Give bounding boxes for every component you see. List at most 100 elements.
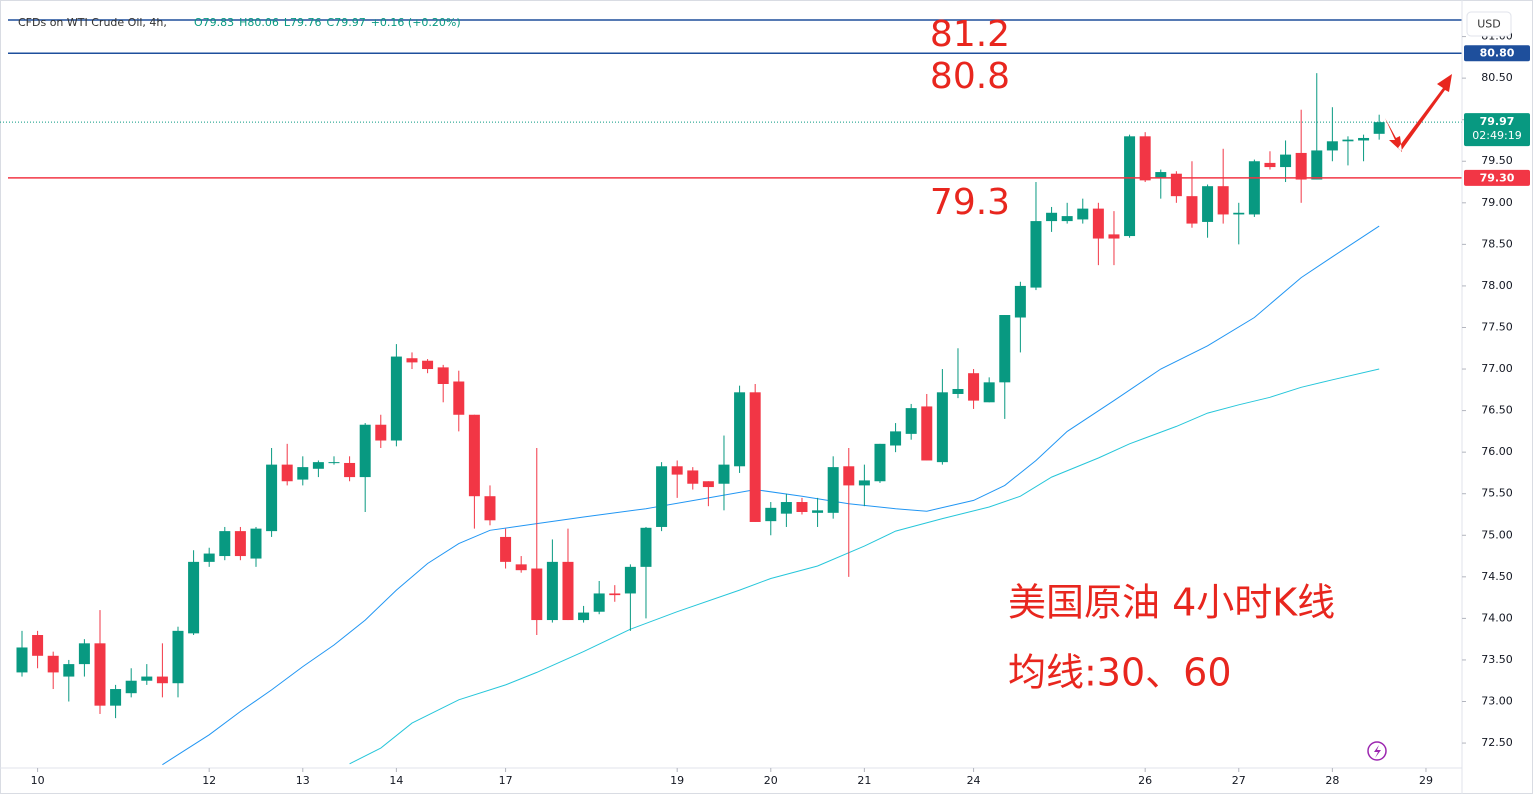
last-price-label: 79.97 [1480, 115, 1515, 128]
candle-body [94, 643, 106, 706]
candle-body [422, 360, 434, 370]
currency-button[interactable] [1466, 11, 1512, 37]
x-tick-label: 28 [1325, 774, 1339, 787]
candle-body [749, 392, 761, 522]
candle-body [328, 462, 340, 464]
moving-average [162, 225, 1380, 766]
header-value: L79.76 [284, 16, 322, 29]
candle-body [1186, 196, 1198, 224]
candle-body [1373, 122, 1385, 134]
x-tick-label: 26 [1138, 774, 1152, 787]
candle-body [437, 367, 449, 384]
annotation: 均线:30、60 [1008, 651, 1232, 695]
candle-body [1342, 139, 1354, 142]
candle-body [624, 566, 636, 594]
axes: 72.50 73.00 73.50 74.00 74.50 75.00 75.50 76.00… [31, 30, 1530, 787]
candle-body [1014, 285, 1026, 318]
y-tick-label: 77.00 [1481, 362, 1513, 375]
candle-body [344, 462, 356, 478]
candle-body [141, 676, 153, 681]
x-tick-label: 27 [1232, 774, 1246, 787]
y-tick-label: 77.50 [1481, 320, 1513, 333]
x-tick-label: 21 [857, 774, 871, 787]
candle-body [1295, 152, 1307, 180]
candle-body [1030, 221, 1042, 288]
candle-body [297, 467, 309, 480]
candle-body [671, 466, 683, 475]
x-tick-label: 20 [764, 774, 778, 787]
candle-body [796, 502, 808, 512]
level-tag-label: 80.80 [1480, 47, 1515, 60]
y-tick-label: 75.50 [1481, 487, 1513, 500]
candle-body [640, 527, 652, 567]
candle-body [110, 689, 122, 706]
candle-body [812, 510, 824, 513]
symbol-title: CFDs on WTI Crude Oil, 4h, [18, 16, 167, 29]
y-tick-label: 73.00 [1481, 695, 1513, 708]
candle-body [1077, 208, 1089, 220]
lightning-glyph [1374, 745, 1381, 758]
candle-body [1264, 162, 1276, 168]
candle-body [172, 630, 184, 684]
candle-body [1280, 154, 1292, 168]
header-value: C79.97 [327, 16, 366, 29]
candle-body [219, 531, 231, 557]
candle-body [1170, 173, 1182, 197]
x-tick-label: 24 [967, 774, 981, 787]
level-tag [1464, 169, 1530, 186]
y-tick-label: 80.50 [1481, 71, 1513, 84]
candle-body [1124, 136, 1136, 237]
candle-body [687, 470, 699, 484]
candle-body [656, 466, 668, 527]
candle-body [983, 382, 995, 403]
annotation: 美国原油 4小时K线 [1008, 581, 1335, 625]
currency-label: USD [1477, 18, 1501, 31]
candle-body [1139, 136, 1151, 181]
x-tick-label: 19 [670, 774, 684, 787]
candle-body [952, 388, 964, 394]
candle-body [406, 358, 418, 363]
candle-body [718, 464, 730, 484]
y-tick-label: 75.00 [1481, 528, 1513, 541]
level-tag-label: 79.30 [1480, 171, 1515, 184]
y-tick-label: 79.50 [1481, 154, 1513, 167]
candle-body [1108, 234, 1120, 239]
candle-body [843, 466, 855, 486]
lightning-icon[interactable] [1367, 741, 1387, 761]
header-values: O79.83 H80.06 L79.76 C79.97 +0.16 (+0.20%) [194, 16, 461, 29]
candle-body [234, 531, 246, 557]
candle-body [281, 464, 293, 482]
candle-body [266, 464, 278, 532]
candle-body [1061, 216, 1073, 222]
arrow [1385, 74, 1452, 152]
candle-body [453, 381, 465, 415]
candle-body [905, 408, 917, 434]
candle-body [312, 462, 324, 469]
header-value: H80.06 [239, 16, 279, 29]
candle-body [936, 392, 948, 463]
candle-body [1202, 186, 1214, 222]
x-tick-label: 12 [202, 774, 216, 787]
candle-body [125, 680, 137, 694]
y-tick-label: 79.00 [1481, 196, 1513, 209]
candle-body [858, 480, 870, 486]
y-tick-label: 74.00 [1481, 611, 1513, 624]
candle-body [1311, 150, 1323, 180]
candle-body [890, 431, 902, 446]
candle-body [562, 561, 574, 621]
y-tick-label: 74.50 [1481, 570, 1513, 583]
y-tick-label: 76.00 [1481, 445, 1513, 458]
candle-body [1155, 172, 1167, 178]
y-tick-label: 73.50 [1481, 653, 1513, 666]
header-value: +0.16 (+0.20%) [371, 16, 461, 29]
candle-body [390, 356, 402, 441]
moving-average [349, 368, 1380, 765]
candle-body [468, 414, 480, 497]
x-tick-label: 17 [499, 774, 513, 787]
candle-body [32, 635, 44, 656]
candle-body [593, 593, 605, 612]
candle-body [968, 373, 980, 401]
